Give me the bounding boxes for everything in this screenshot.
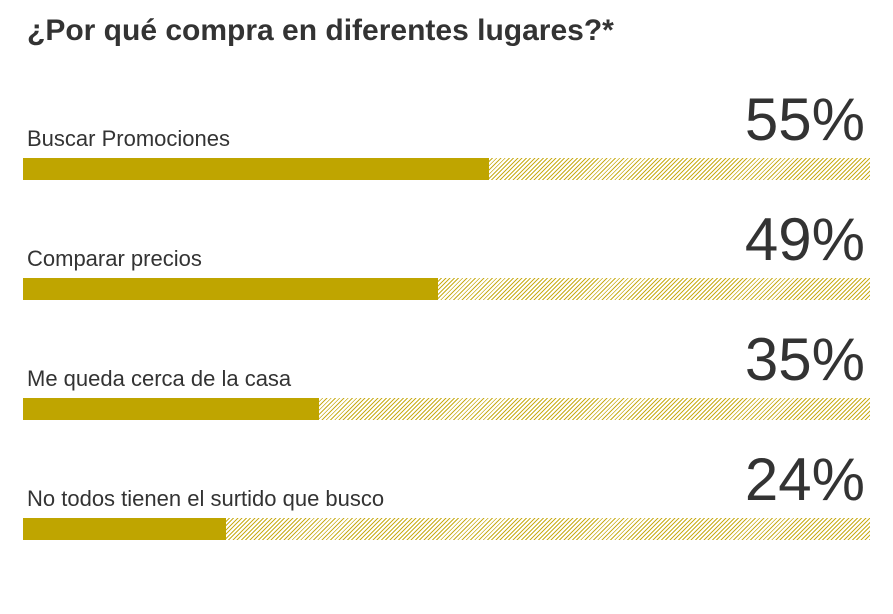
category-label: Comparar precios	[27, 246, 202, 271]
bar-row: Me queda cerca de la casa 35%	[0, 330, 893, 450]
bar-row: Comparar precios 49%	[0, 210, 893, 330]
bar-row: No todos tienen el surtido que busco 24%	[0, 450, 893, 570]
bar-track	[23, 278, 870, 300]
category-label: Me queda cerca de la casa	[27, 366, 292, 391]
category-label: No todos tienen el surtido que busco	[27, 486, 385, 511]
value-label: 24%	[744, 446, 865, 513]
value-label: 49%	[744, 206, 865, 273]
value-label: 55%	[744, 86, 865, 153]
bar-track	[23, 518, 870, 540]
bar-track	[23, 398, 870, 420]
bar	[23, 278, 438, 300]
bar-row: Buscar Promociones 55%	[0, 90, 893, 210]
bar	[23, 398, 319, 420]
chart-title: ¿Por qué compra en diferentes lugares?*	[27, 14, 614, 47]
value-label: 35%	[744, 326, 865, 393]
bar	[23, 518, 226, 540]
bar-track	[23, 158, 870, 180]
bar	[23, 158, 489, 180]
category-label: Buscar Promociones	[27, 126, 230, 151]
